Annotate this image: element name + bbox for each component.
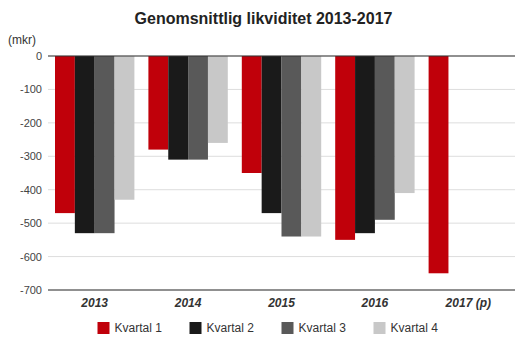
- bar: [115, 56, 135, 200]
- bar: [429, 56, 449, 273]
- legend-label: Kvartal 3: [299, 321, 347, 335]
- bar: [355, 56, 375, 233]
- legend-swatch: [98, 322, 110, 334]
- legend-label: Kvartal 4: [391, 321, 439, 335]
- x-tick-label: 2015: [267, 296, 295, 310]
- bar: [75, 56, 95, 233]
- legend-swatch: [282, 322, 294, 334]
- bar: [188, 56, 208, 160]
- legend-label: Kvartal 1: [115, 321, 163, 335]
- bar: [208, 56, 228, 143]
- bar: [375, 56, 395, 220]
- y-tick-label: 0: [36, 50, 42, 62]
- y-tick-label: -700: [20, 284, 42, 296]
- grid: [48, 56, 515, 290]
- legend-label: Kvartal 2: [207, 321, 255, 335]
- bar: [262, 56, 282, 213]
- bars: [55, 56, 448, 273]
- grid-line: [48, 290, 515, 291]
- y-tick-label: -100: [20, 83, 42, 95]
- bar: [301, 56, 321, 237]
- x-tick-label: 2013: [80, 296, 108, 310]
- legend: Kvartal 1 Kvartal 2 Kvartal 3 Kvartal 4: [98, 321, 439, 335]
- zero-line: [48, 56, 515, 57]
- y-tick-label: -400: [20, 184, 42, 196]
- grid-line: [48, 56, 515, 57]
- y-axis-label: (mkr): [8, 33, 36, 47]
- x-axis-line: [48, 290, 515, 291]
- y-tick-label: -200: [20, 117, 42, 129]
- y-tick-label: -500: [20, 217, 42, 229]
- y-tick-label: -300: [20, 150, 42, 162]
- bar: [282, 56, 302, 237]
- legend-swatch: [190, 322, 202, 334]
- bar: [335, 56, 355, 240]
- bar: [168, 56, 188, 160]
- bar: [55, 56, 75, 213]
- title: Genomsnittlig likviditet 2013-2017: [135, 10, 393, 27]
- x-tick-label: 2017 (p): [445, 296, 491, 310]
- y-tick-label: -600: [20, 251, 42, 263]
- bar: [95, 56, 115, 233]
- chart: Genomsnittlig likviditet 2013-2017 (mkr)0…: [0, 0, 527, 352]
- bar: [395, 56, 415, 193]
- x-tick-label: 2014: [174, 296, 202, 310]
- bar: [242, 56, 262, 173]
- x-tick-label: 2016: [361, 296, 389, 310]
- legend-swatch: [374, 322, 386, 334]
- bar: [148, 56, 168, 150]
